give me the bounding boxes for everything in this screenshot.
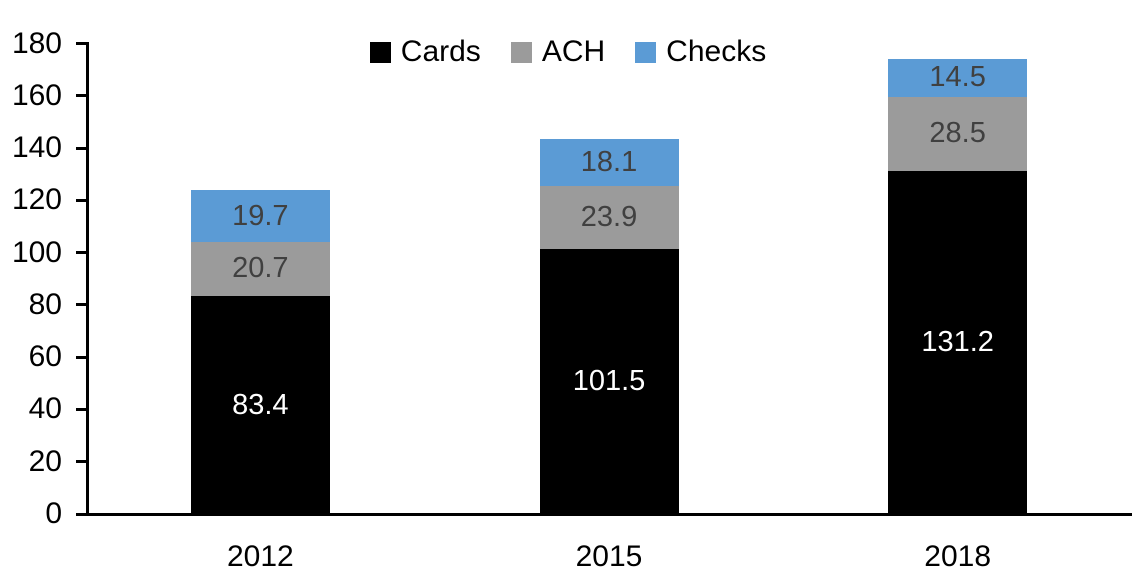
- y-tick-mark: [76, 146, 89, 150]
- y-tick-mark: [76, 407, 89, 411]
- chart-legend: Cards ACH Checks: [0, 34, 1136, 70]
- y-tick-label: 20: [28, 444, 62, 478]
- y-tick-mark: [76, 251, 89, 255]
- bar-segment-cards: 101.5: [539, 248, 679, 514]
- bar-2012: 83.4 20.7 19.7: [190, 190, 330, 514]
- bar-segment-cards: 131.2: [888, 171, 1028, 514]
- bar-segment-value-label: 14.5: [929, 61, 986, 94]
- y-tick-mark: [76, 303, 89, 307]
- bar-segment-value-label: 83.4: [232, 388, 289, 421]
- y-tick-label: 160: [11, 78, 62, 112]
- x-category-label-2012: 2012: [226, 540, 294, 573]
- y-tick-label: 60: [28, 340, 62, 374]
- bar-segment-checks: 19.7: [190, 190, 330, 242]
- legend-swatch-ach: [510, 41, 532, 63]
- bar-segment-checks: 14.5: [888, 58, 1028, 97]
- y-tick-mark: [76, 94, 89, 98]
- bar-segment-value-label: 20.7: [232, 252, 289, 285]
- legend-label-cards: Cards: [400, 35, 481, 68]
- bar-segment-value-label: 101.5: [572, 364, 646, 397]
- bar-segment-ach: 20.7: [190, 241, 330, 297]
- legend-item-ach: ACH: [510, 34, 606, 70]
- y-tick-label: 80: [28, 287, 62, 321]
- bar-segment-value-label: 23.9: [580, 200, 638, 233]
- x-category-label-2018: 2018: [924, 540, 992, 573]
- bar-segment-cards: 83.4: [190, 296, 330, 514]
- y-tick-label: 140: [11, 131, 62, 165]
- y-tick-mark: [76, 42, 89, 45]
- bar-segment-value-label: 19.7: [232, 199, 289, 232]
- bar-segment-value-label: 131.2: [921, 326, 994, 359]
- x-category-label-2015: 2015: [575, 540, 643, 573]
- y-tick-mark: [76, 198, 89, 202]
- bar-segment-ach: 28.5: [888, 96, 1028, 172]
- y-tick-label: 0: [45, 497, 62, 530]
- y-tick-mark: [76, 355, 89, 359]
- bar-segment-checks: 18.1: [539, 138, 679, 187]
- legend-swatch-checks: [635, 41, 657, 63]
- y-tick-label: 180: [11, 26, 62, 60]
- bar-2015: 101.5 23.9 18.1: [539, 138, 679, 514]
- bar-2018: 131.2 28.5 14.5: [888, 58, 1028, 514]
- legend-label-ach: ACH: [541, 35, 606, 68]
- y-axis-line: [86, 42, 89, 516]
- bar-segment-value-label: 18.1: [580, 146, 638, 179]
- legend-item-checks: Checks: [635, 34, 766, 70]
- legend-swatch-cards: [369, 41, 391, 63]
- y-tick-mark: [76, 460, 89, 464]
- legend-label-checks: Checks: [666, 35, 767, 68]
- y-tick-label: 100: [11, 235, 62, 269]
- bar-segment-ach: 23.9: [539, 186, 679, 249]
- y-tick-label: 120: [11, 183, 62, 217]
- legend-item-cards: Cards: [369, 34, 481, 70]
- bar-segment-value-label: 28.5: [929, 117, 986, 150]
- y-tick-label: 40: [28, 392, 62, 426]
- x-axis-line: [76, 513, 1132, 516]
